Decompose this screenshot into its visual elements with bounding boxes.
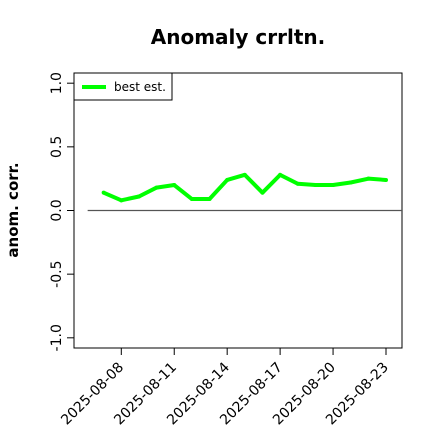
data-point (348, 180, 353, 185)
data-point (225, 177, 230, 182)
data-point (119, 198, 124, 203)
data-point (278, 172, 283, 177)
series-group (101, 172, 388, 203)
chart-title: Anomaly crrltn. (151, 25, 325, 49)
y-tick-label: -1.0 (49, 324, 65, 351)
data-point (313, 183, 318, 188)
data-point (242, 172, 247, 177)
y-axis: -1.0 -0.5 0.0 0.5 1.0 (49, 72, 74, 351)
data-point (384, 177, 388, 182)
x-axis: 2025-08-082025-08-112025-08-142025-08-17… (58, 348, 392, 428)
data-point (260, 190, 265, 195)
series-line (102, 172, 387, 203)
y-tick-label: -0.5 (49, 260, 65, 287)
y-tick-label: 0.0 (49, 199, 65, 221)
y-tick-label: 0.5 (49, 136, 65, 158)
data-point (172, 183, 177, 188)
data-point (136, 194, 141, 199)
data-point (154, 185, 159, 190)
legend: best est. (73, 72, 173, 101)
data-point (295, 181, 300, 186)
legend-label: best est. (114, 80, 166, 94)
y-axis-label: anom. corr. (4, 162, 22, 257)
y-tick-label: 1.0 (49, 72, 65, 94)
data-point (366, 176, 371, 181)
data-point (207, 197, 212, 202)
data-point (101, 190, 106, 195)
data-point (331, 183, 336, 188)
data-point (189, 197, 194, 202)
